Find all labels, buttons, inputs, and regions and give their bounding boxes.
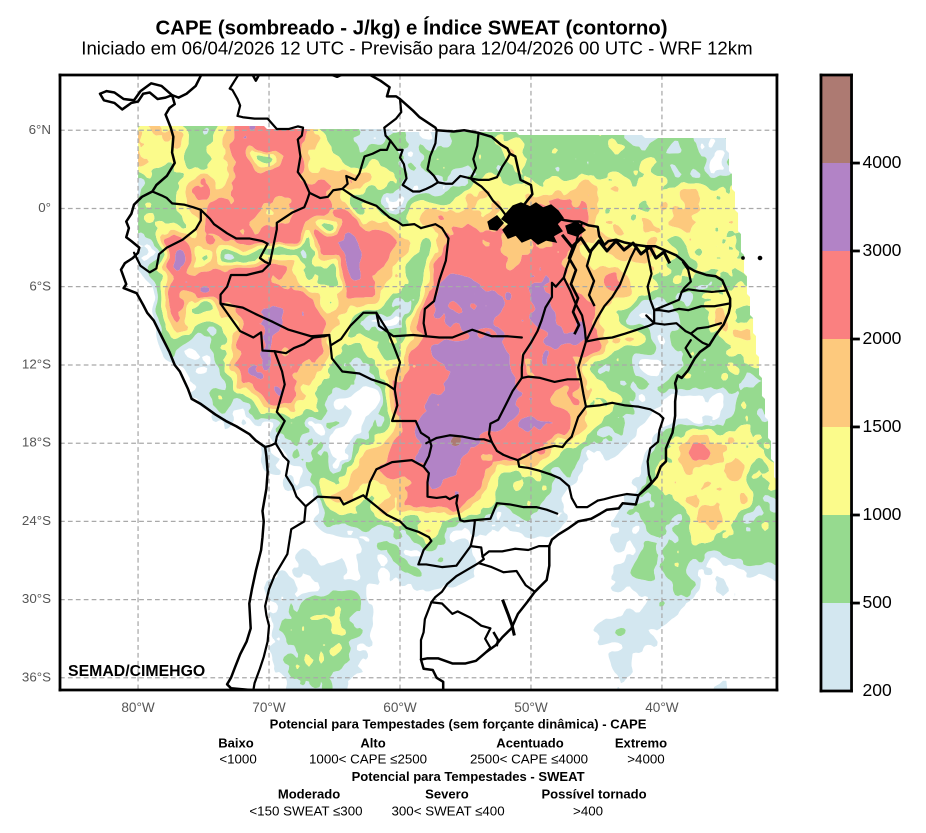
svg-text:6°S: 6°S (29, 278, 51, 293)
svg-text:70°W: 70°W (252, 700, 286, 715)
svg-text:3000: 3000 (863, 240, 902, 260)
svg-text:50°W: 50°W (514, 700, 548, 715)
svg-text:24°S: 24°S (22, 513, 51, 528)
svg-text:Acentuado: Acentuado (496, 736, 563, 751)
svg-text:Baixo: Baixo (218, 736, 254, 751)
svg-text:Moderado: Moderado (278, 786, 340, 801)
svg-text:<1000: <1000 (219, 751, 256, 766)
svg-text:>4000: >4000 (627, 751, 664, 766)
svg-text:>400: >400 (573, 804, 603, 819)
svg-text:40°W: 40°W (645, 700, 679, 715)
svg-text:36°S: 36°S (22, 669, 51, 684)
svg-text:30°S: 30°S (22, 591, 51, 606)
svg-text:200: 200 (863, 680, 892, 700)
svg-text:<150 SWEAT ≤300: <150 SWEAT ≤300 (249, 804, 362, 819)
svg-text:80°W: 80°W (121, 700, 155, 715)
svg-text:2000: 2000 (863, 328, 902, 348)
svg-text:60°W: 60°W (383, 700, 417, 715)
svg-text:4000: 4000 (863, 152, 902, 172)
svg-text:2500< CAPE ≤4000: 2500< CAPE ≤4000 (470, 751, 588, 766)
svg-text:CAPE (sombreado - J/kg) e Índi: CAPE (sombreado - J/kg) e Índice SWEAT (… (155, 16, 667, 39)
svg-text:1000: 1000 (863, 504, 902, 524)
svg-text:1500: 1500 (863, 416, 902, 436)
svg-text:Iniciado em 06/04/2026 12 UTC: Iniciado em 06/04/2026 12 UTC - Previsão… (81, 37, 752, 58)
svg-text:1000< CAPE ≤2500: 1000< CAPE ≤2500 (309, 751, 427, 766)
svg-text:6°N: 6°N (29, 122, 51, 137)
svg-text:500: 500 (863, 592, 892, 612)
svg-text:SEMAD/CIMEHGO: SEMAD/CIMEHGO (68, 663, 205, 680)
svg-text:Potencial para Tempestades - S: Potencial para Tempestades - SWEAT (352, 769, 585, 784)
svg-text:300< SWEAT ≤400: 300< SWEAT ≤400 (391, 804, 504, 819)
svg-text:0°: 0° (38, 200, 51, 215)
svg-text:Possível tornado: Possível tornado (541, 786, 646, 801)
svg-text:Extremo: Extremo (615, 736, 667, 751)
svg-text:Alto: Alto (360, 736, 385, 751)
svg-text:Severo: Severo (425, 786, 469, 801)
svg-text:18°S: 18°S (22, 435, 51, 450)
svg-text:12°S: 12°S (22, 356, 51, 371)
svg-text:Potencial para Tempestades (se: Potencial para Tempestades (sem forçante… (270, 716, 647, 731)
